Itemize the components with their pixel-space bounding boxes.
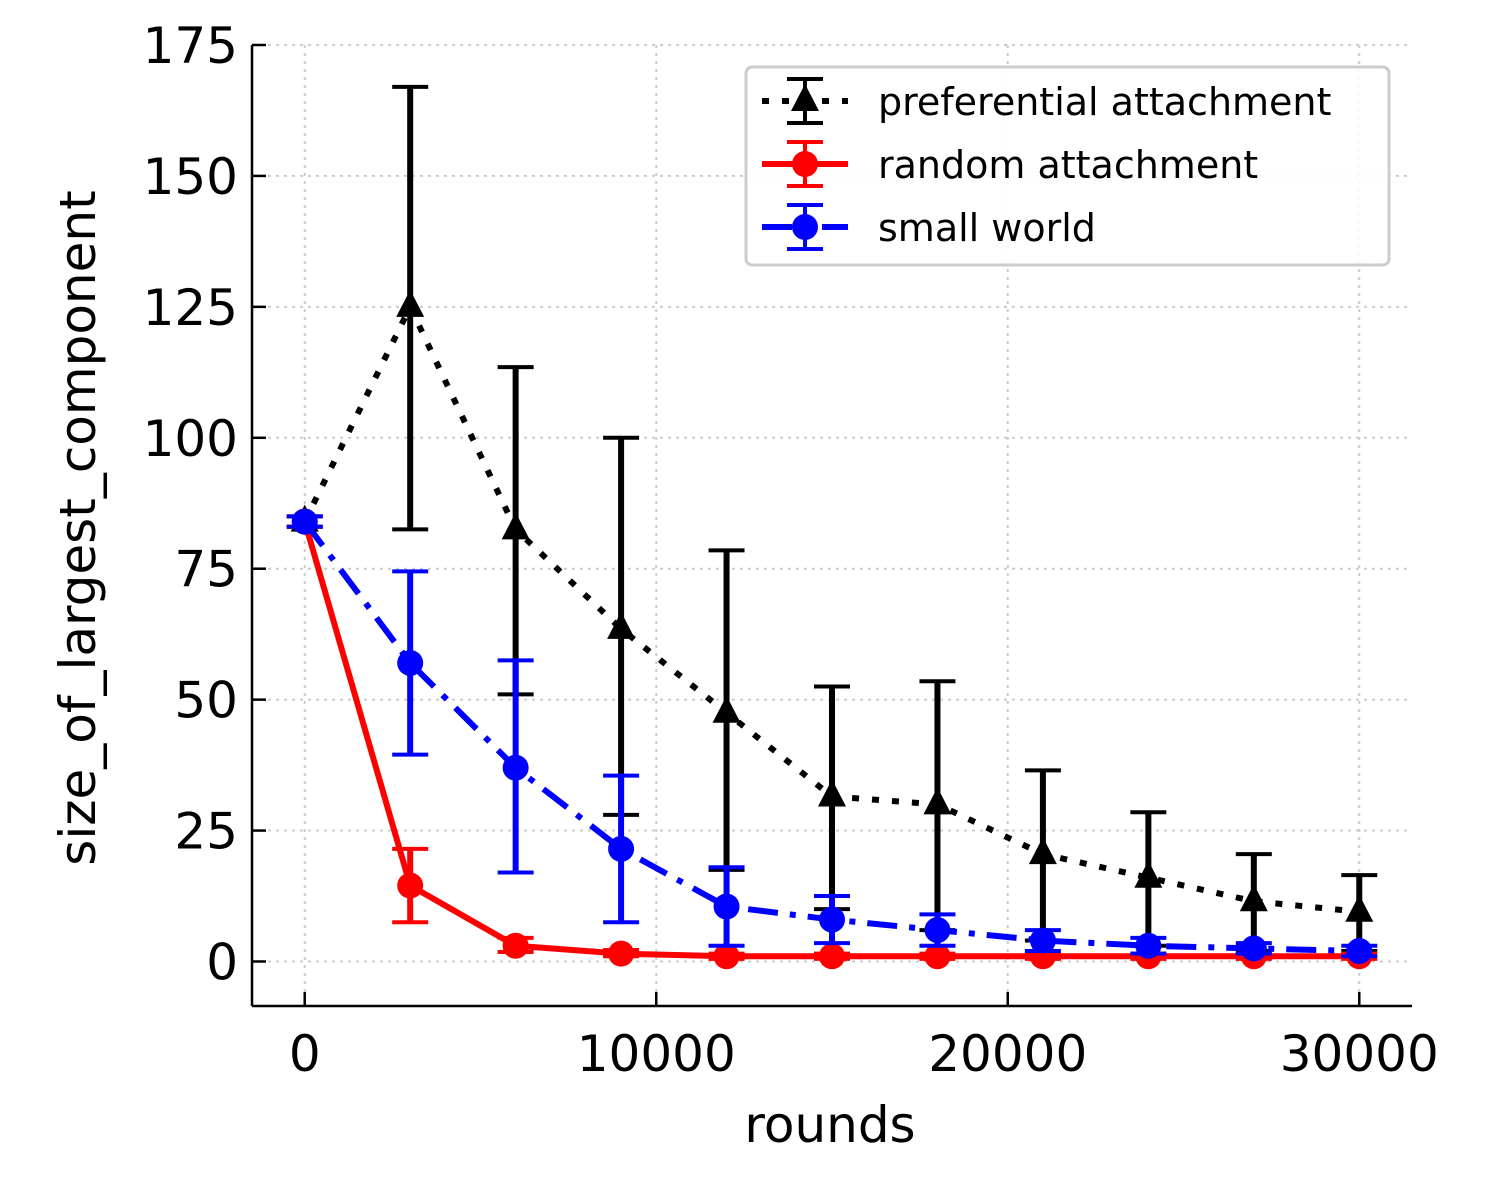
data-point: [1346, 938, 1373, 965]
data-point: [1239, 884, 1268, 912]
axes: 0 10000 20000 30000 0 25 50 75 100 125 150 175: [143, 17, 1439, 1083]
data-point: [712, 695, 741, 723]
x-tick-label: 0: [289, 1025, 321, 1083]
legend-label: random attachment: [878, 143, 1258, 187]
series-small-world: [286, 508, 1378, 965]
data-point: [502, 932, 529, 959]
legend-marker: [791, 84, 819, 111]
data-point: [607, 611, 636, 639]
data-point: [1345, 894, 1374, 922]
legend-label: preferential attachment: [878, 80, 1331, 124]
legend-item: small world: [762, 203, 1096, 251]
legend-label: small world: [878, 206, 1096, 250]
data-point: [818, 779, 846, 807]
y-tick-label: 25: [174, 803, 238, 861]
data-point: [291, 508, 318, 535]
x-tick-label: 20000: [928, 1025, 1087, 1083]
y-tick-label: 75: [174, 541, 238, 599]
data-point: [1028, 837, 1057, 865]
data-point: [1029, 927, 1056, 954]
data-point: [923, 787, 952, 815]
y-tick-label: 125: [143, 279, 238, 337]
data-point: [608, 940, 635, 967]
y-tick-label: 175: [143, 17, 238, 75]
legend-item: random attachment: [762, 140, 1258, 188]
y-tick-label: 150: [143, 148, 238, 206]
x-tick-label: 10000: [577, 1025, 736, 1083]
data-point: [397, 649, 424, 676]
y-tick-label: 0: [206, 933, 238, 991]
data-point: [713, 893, 740, 920]
legend-item: preferential attachment: [762, 77, 1331, 125]
data-point: [924, 917, 951, 944]
x-tick-label: 30000: [1280, 1025, 1439, 1083]
data-point: [1240, 935, 1267, 962]
plot-series: [286, 84, 1378, 970]
legend-box: [744, 65, 1391, 267]
legend-marker: [792, 151, 818, 177]
series-line: [302, 303, 1360, 915]
data-point: [713, 943, 740, 970]
data-point: [396, 289, 425, 317]
legend: preferential attachment random attachment…: [744, 65, 1391, 267]
y-axis-title: size_of_largest_component: [49, 190, 107, 865]
data-point: [397, 872, 424, 899]
data-point: [502, 754, 529, 781]
data-point: [501, 512, 530, 540]
y-tick-label: 50: [174, 672, 238, 730]
data-point: [608, 835, 635, 862]
legend-marker: [792, 214, 818, 240]
data-point: [1135, 932, 1162, 959]
data-point: [819, 943, 845, 970]
data-point: [819, 906, 845, 933]
data-point: [1134, 860, 1163, 888]
x-axis-title: rounds: [744, 1096, 915, 1154]
data-point: [924, 943, 951, 970]
y-tick-label: 100: [143, 410, 238, 468]
